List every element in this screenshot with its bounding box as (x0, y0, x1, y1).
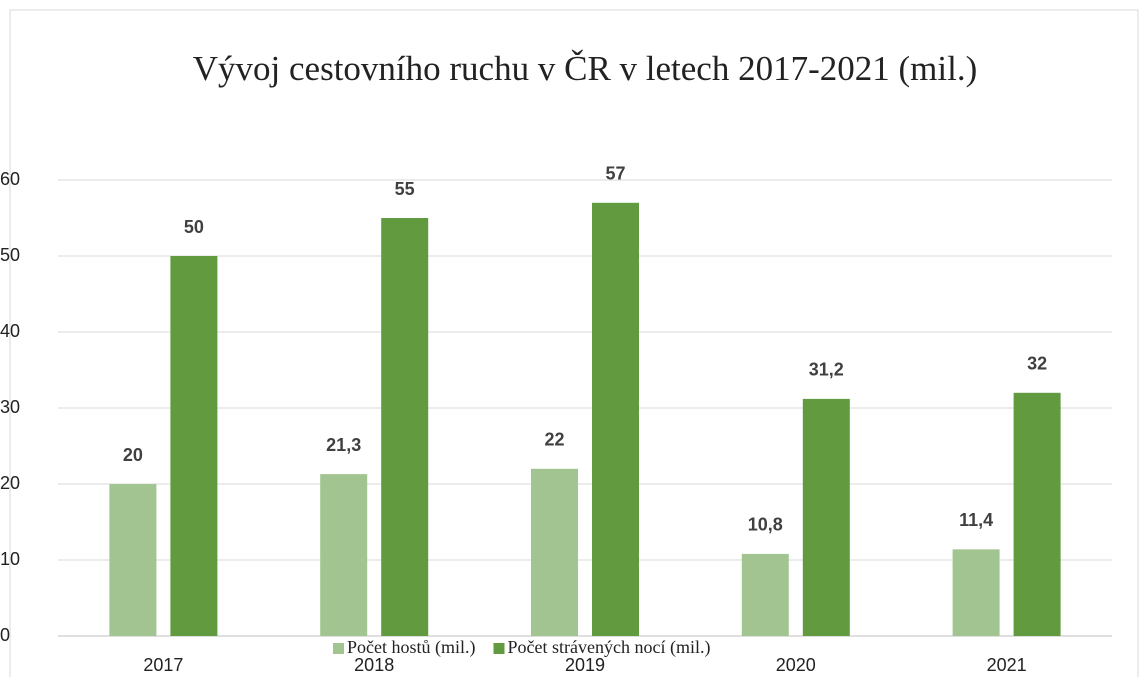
chart-border (9, 9, 1139, 677)
data-label: 31,2 (809, 360, 844, 380)
y-tick-label: 0 (0, 625, 10, 645)
bar (320, 474, 368, 636)
legend-swatch (333, 643, 344, 654)
legend-swatch (493, 643, 505, 654)
data-label: 50 (184, 217, 204, 237)
data-label: 20 (123, 445, 143, 465)
y-tick-label: 20 (0, 473, 20, 493)
bar (381, 218, 429, 636)
data-label: 57 (605, 164, 625, 184)
x-tick-label: 2017 (143, 655, 183, 675)
bar (109, 484, 157, 636)
y-tick-label: 30 (0, 397, 20, 417)
bar (741, 553, 789, 636)
x-tick-label: 2019 (565, 655, 605, 675)
legend-label: Počet hostů (mil.) (347, 637, 476, 658)
y-tick-label: 60 (0, 169, 20, 189)
bar (592, 202, 639, 637)
y-tick-label: 50 (0, 245, 20, 265)
x-tick-label: 2020 (776, 655, 816, 675)
data-label: 11,4 (959, 510, 993, 530)
y-tick-label: 40 (0, 321, 20, 341)
legend-label: Počet strávených nocí (mil.) (508, 637, 711, 658)
bar (1013, 392, 1061, 636)
data-label: 21,3 (326, 435, 361, 455)
chart-title: Vývoj cestovního ruchu v ČR v letech 201… (193, 48, 977, 88)
data-label: 55 (395, 179, 415, 199)
x-tick-label: 2018 (354, 655, 394, 675)
bar (952, 549, 1000, 636)
y-tick-label: 10 (0, 549, 20, 569)
data-label: 22 (544, 430, 564, 450)
bar (531, 468, 578, 636)
bar (802, 398, 850, 636)
x-tick-label: 2021 (987, 655, 1027, 675)
bar (170, 256, 218, 636)
data-label: 10,8 (748, 515, 783, 535)
data-label: 32 (1027, 354, 1047, 374)
